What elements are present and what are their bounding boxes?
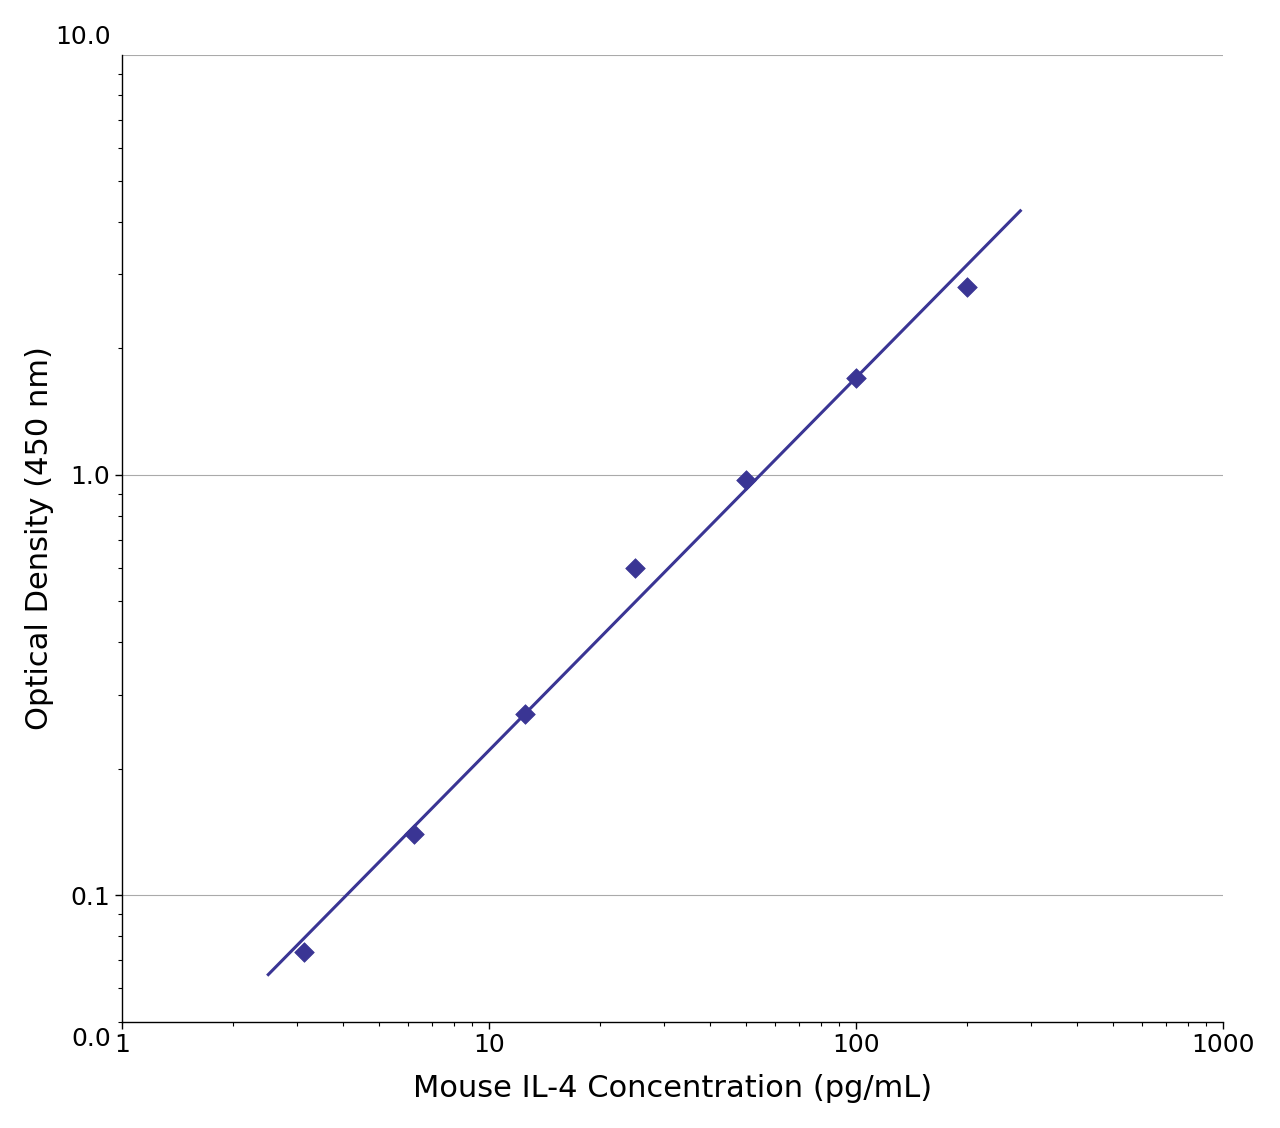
Text: 10.0: 10.0 <box>55 25 111 49</box>
Point <box>515 705 535 723</box>
Point <box>956 277 977 296</box>
Point <box>404 825 425 843</box>
Point <box>293 943 314 961</box>
Point <box>736 472 756 490</box>
X-axis label: Mouse IL-4 Concentration (pg/mL): Mouse IL-4 Concentration (pg/mL) <box>413 1074 932 1103</box>
Point <box>625 559 645 578</box>
Point <box>846 369 867 387</box>
Text: 0.0: 0.0 <box>72 1028 111 1051</box>
Y-axis label: Optical Density (450 nm): Optical Density (450 nm) <box>26 346 54 730</box>
